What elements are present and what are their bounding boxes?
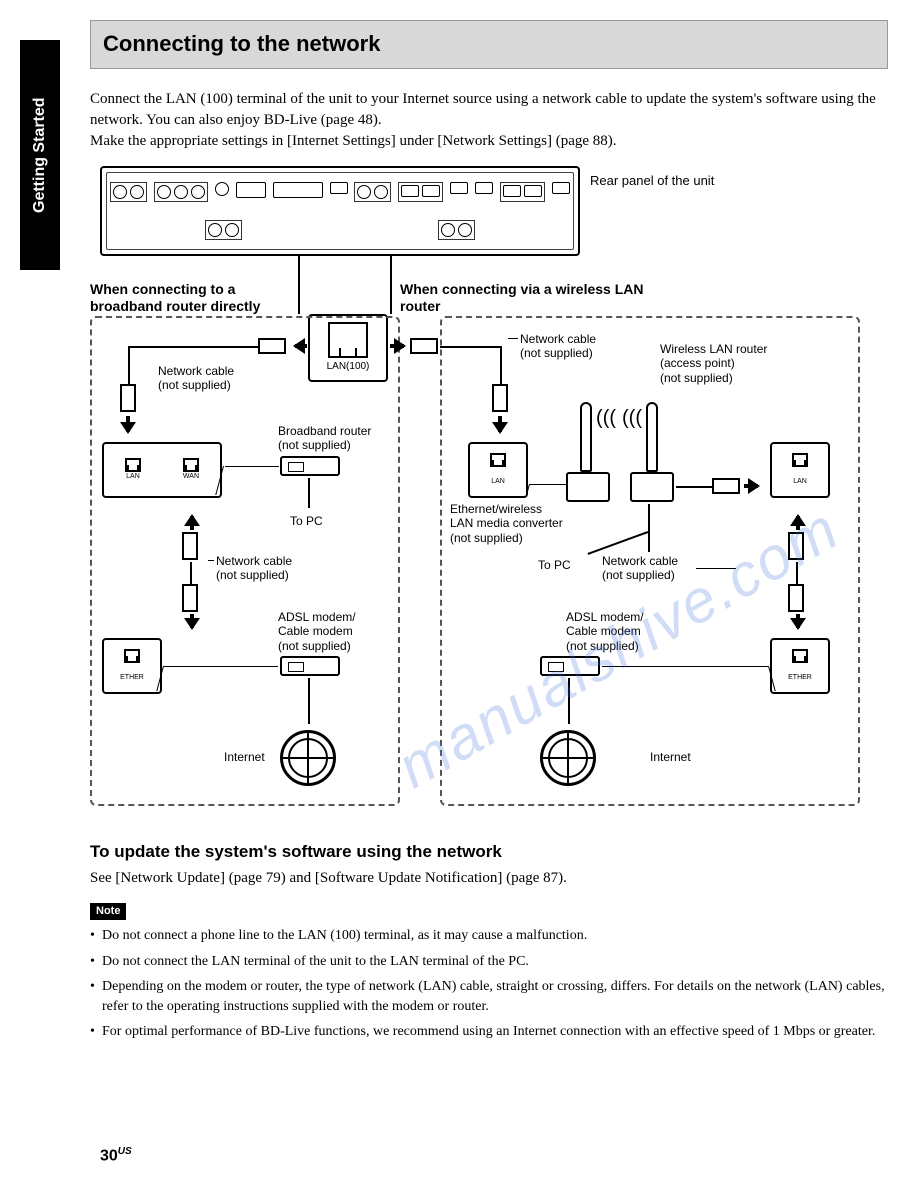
intro-paragraph: Connect the LAN (100) terminal of the un… xyxy=(90,89,888,152)
section-header: Connecting to the network xyxy=(90,20,888,69)
converter-box: LAN xyxy=(468,442,528,498)
label-to-pc: To PC xyxy=(538,558,571,572)
note-item: For optimal performance of BD-Live funct… xyxy=(90,1022,888,1042)
left-scenario-heading: When connecting to a broadband router di… xyxy=(90,281,290,315)
section-title: Connecting to the network xyxy=(103,31,380,56)
antenna-icon xyxy=(646,402,658,472)
label-network-cable: Network cable (not supplied) xyxy=(520,332,596,361)
modem-flat-icon xyxy=(540,656,600,676)
wireless-signal-icon: ((( xyxy=(622,404,642,432)
globe-icon xyxy=(540,730,596,786)
adsl-box-right: ETHER xyxy=(770,638,830,694)
converter-base-icon xyxy=(566,472,610,502)
plug-icon xyxy=(410,338,438,354)
note-list: Do not connect a phone line to the LAN (… xyxy=(90,926,888,1042)
plug-icon xyxy=(788,532,804,560)
rear-panel-label: Rear panel of the unit xyxy=(590,172,714,190)
label-broadband-router: Broadband router (not supplied) xyxy=(278,424,371,453)
wireless-signal-icon: ))) xyxy=(596,404,616,432)
note-label: Note xyxy=(90,903,126,920)
note-item: Depending on the modem or router, the ty… xyxy=(90,977,888,1016)
sidebar-label: Getting Started xyxy=(29,97,51,213)
broadband-router-box: LAN WAN xyxy=(102,442,222,498)
label-adsl-modem: ADSL modem/ Cable modem (not supplied) xyxy=(278,610,356,653)
label-to-pc: To PC xyxy=(290,514,323,528)
router-flat-icon xyxy=(280,456,340,476)
antenna-icon xyxy=(580,402,592,472)
update-text: See [Network Update] (page 79) and [Soft… xyxy=(90,868,888,889)
globe-icon xyxy=(280,730,336,786)
label-network-cable: Network cable (not supplied) xyxy=(602,554,678,583)
plug-icon xyxy=(258,338,286,354)
note-item: Do not connect a phone line to the LAN (… xyxy=(90,926,888,946)
label-network-cable: Network cable (not supplied) xyxy=(158,364,234,393)
plug-icon xyxy=(712,478,740,494)
plug-icon xyxy=(182,532,198,560)
wlan-lan-box: LAN xyxy=(770,442,830,498)
wlan-router-base-icon xyxy=(630,472,674,502)
note-item: Do not connect the LAN terminal of the u… xyxy=(90,952,888,972)
label-converter: Ethernet/wireless LAN media converter (n… xyxy=(450,502,563,545)
label-network-cable: Network cable (not supplied) xyxy=(216,554,292,583)
modem-flat-icon xyxy=(280,656,340,676)
sidebar-tab: Getting Started xyxy=(20,40,60,270)
plug-icon xyxy=(788,584,804,612)
page-number: 30US xyxy=(100,1145,132,1168)
intro-line2: Make the appropriate settings in [Intern… xyxy=(90,133,617,149)
adsl-box: ETHER xyxy=(102,638,162,694)
label-adsl-modem: ADSL modem/ Cable modem (not supplied) xyxy=(566,610,644,653)
plug-icon xyxy=(120,384,136,412)
right-scenario-heading: When connecting via a wireless LAN route… xyxy=(400,281,660,315)
plug-icon xyxy=(182,584,198,612)
plug-icon xyxy=(492,384,508,412)
label-wlan-router: Wireless LAN router (access point) (not … xyxy=(660,342,767,385)
rear-panel-illustration xyxy=(100,166,580,256)
intro-line1: Connect the LAN (100) terminal of the un… xyxy=(90,91,876,128)
update-heading: To update the system's software using th… xyxy=(90,840,888,864)
network-diagram: Rear panel of the unit LAN(100) When con… xyxy=(90,166,870,826)
label-internet: Internet xyxy=(224,750,265,764)
label-internet: Internet xyxy=(650,750,691,764)
